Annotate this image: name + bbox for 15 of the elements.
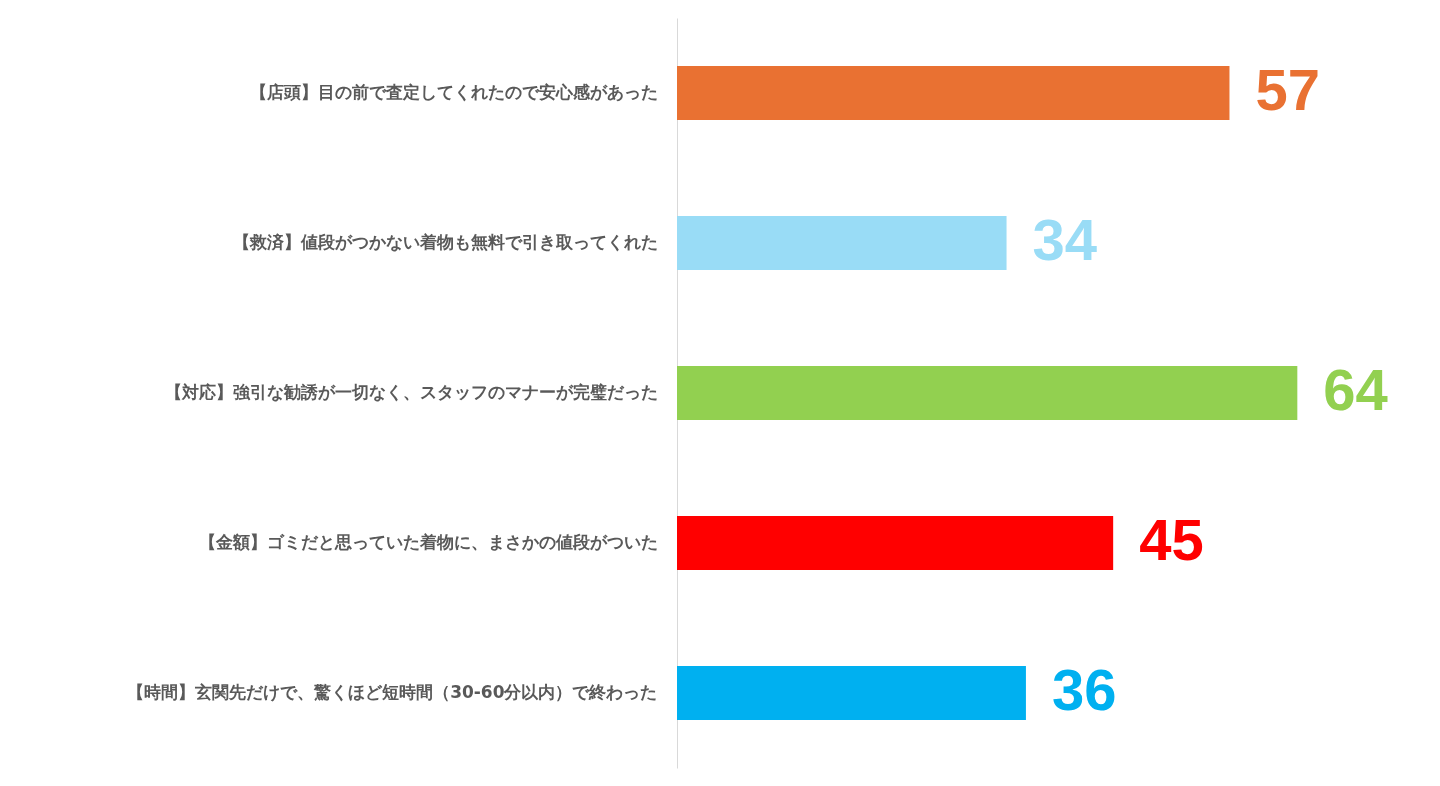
bar <box>677 666 1026 720</box>
data-label: 34 <box>1032 207 1098 272</box>
bar <box>677 216 1007 270</box>
bar <box>677 516 1114 570</box>
y-tick-label: 【救済】値段がつかない着物も無料で引き取ってくれた <box>232 232 658 252</box>
y-tick-label: 【時間】玄関先だけで、驚くほど短時間（30-60分以内）で終わった <box>127 682 658 702</box>
y-tick-label: 【対応】強引な勧誘が一切なく、スタッフのマナーが完璧だった <box>164 382 658 402</box>
data-label: 57 <box>1255 57 1320 122</box>
data-label: 36 <box>1051 657 1117 722</box>
data-label: 45 <box>1139 507 1204 572</box>
y-tick-label: 【金額】ゴミだと思っていた着物に、まさかの値段がついた <box>198 532 658 552</box>
y-tick-label: 【店頭】目の前で査定してくれたので安心感があった <box>249 82 658 102</box>
data-label: 64 <box>1323 357 1388 422</box>
bar <box>677 66 1230 120</box>
bar <box>677 366 1298 420</box>
